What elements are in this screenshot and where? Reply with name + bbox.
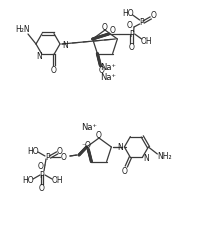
Text: O: O: [39, 184, 45, 193]
Text: H₂N: H₂N: [16, 25, 30, 34]
Text: O: O: [127, 21, 133, 30]
Text: O⁻: O⁻: [98, 66, 108, 75]
Text: OH: OH: [51, 176, 63, 185]
Text: N: N: [118, 143, 123, 152]
Text: N: N: [36, 52, 42, 61]
Text: O: O: [129, 43, 135, 52]
Text: N: N: [143, 153, 149, 162]
Text: O: O: [57, 147, 63, 156]
Text: O: O: [110, 26, 116, 35]
Text: P: P: [40, 171, 44, 180]
Text: ⁻O: ⁻O: [81, 140, 91, 149]
Text: P: P: [139, 18, 144, 27]
Text: Na⁺: Na⁺: [100, 73, 116, 82]
Text: HO: HO: [27, 146, 39, 155]
Text: HO: HO: [122, 9, 133, 18]
Text: O: O: [61, 152, 67, 161]
Text: O: O: [121, 166, 127, 175]
Text: O: O: [151, 11, 156, 20]
Text: OH: OH: [141, 37, 152, 46]
Text: O: O: [51, 66, 57, 74]
Text: P: P: [46, 153, 50, 162]
Text: Na⁺: Na⁺: [100, 63, 116, 72]
Text: N: N: [62, 40, 68, 49]
Text: P: P: [129, 30, 134, 39]
Text: O: O: [102, 22, 108, 31]
Text: NH₂: NH₂: [157, 152, 172, 161]
Text: HO: HO: [22, 176, 34, 185]
Text: O: O: [96, 130, 102, 139]
Text: Na⁺: Na⁺: [81, 122, 97, 131]
Text: O: O: [38, 162, 44, 171]
